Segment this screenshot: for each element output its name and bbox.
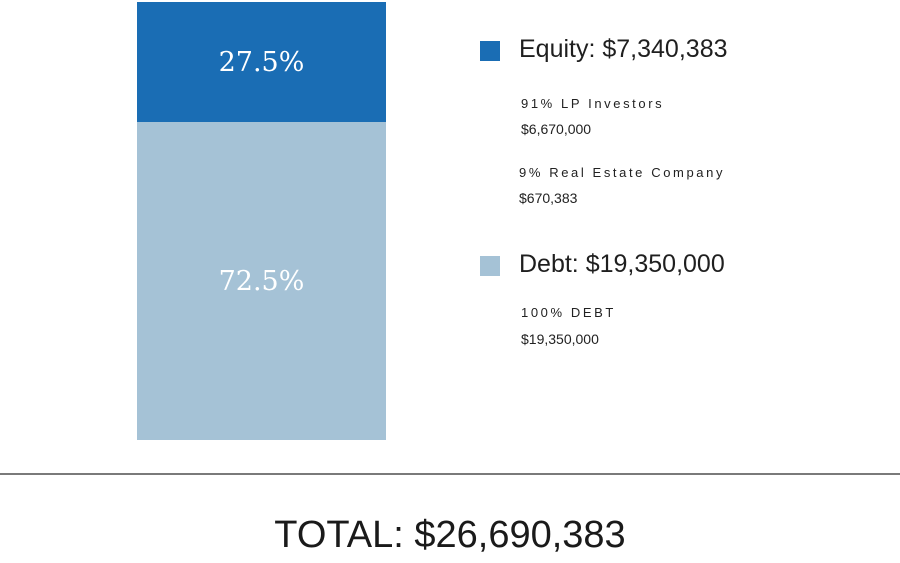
divider-line — [0, 473, 900, 475]
legend-item-label: 100% DEBT — [521, 305, 616, 320]
stacked-bar: 27.5% 72.5% — [137, 2, 386, 440]
bar-segment-debt: 72.5% — [137, 122, 386, 440]
total-label: TOTAL: $26,690,383 — [274, 514, 626, 556]
legend-item-label: 9% Real Estate Company — [519, 165, 726, 180]
bar-segment-equity-label: 27.5% — [218, 46, 305, 78]
legend-swatch-equity — [480, 41, 500, 61]
legend-item-label: 91% LP Investors — [521, 96, 665, 111]
legend-title-equity: Equity: $7,340,383 — [519, 35, 728, 63]
legend-swatch-debt — [480, 256, 500, 276]
legend-item-value: $19,350,000 — [521, 331, 599, 347]
bar-segment-equity: 27.5% — [137, 2, 386, 123]
legend-item-value: $670,383 — [519, 190, 578, 206]
legend-title-debt: Debt: $19,350,000 — [519, 250, 725, 278]
legend-item-value: $6,670,000 — [521, 121, 592, 137]
bar-segment-debt-label: 72.5% — [218, 265, 305, 297]
